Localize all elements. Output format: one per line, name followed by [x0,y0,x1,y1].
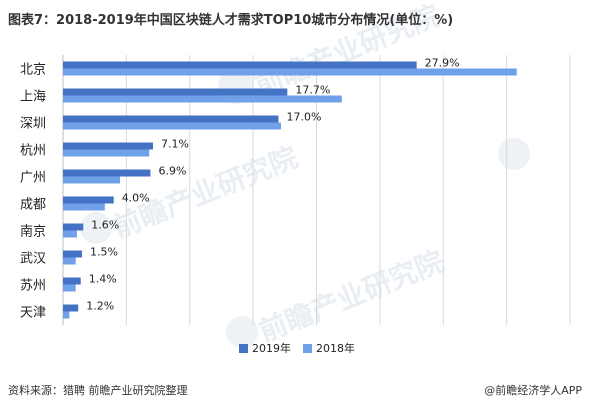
legend-swatch [303,344,312,353]
brand-label: @前瞻经济学人APP [484,383,582,397]
category-label: 武汉 [20,252,46,267]
category-label: 苏州 [20,278,46,294]
bar-series-2018 [63,284,76,292]
data-label: 7.1% [161,138,189,151]
data-label: 17.0% [286,111,321,124]
category-label: 广州 [20,171,46,186]
chart-title: 图表7：2018-2019年中国区块链人才需求TOP10城市分布情况(单位：%) [8,12,453,28]
bar-series-2019 [63,277,81,285]
bar-series-2019 [63,169,151,177]
legend-label: 2018年 [316,341,355,355]
bar-series-2018 [63,230,77,238]
category-label: 杭州 [20,144,46,159]
category-label: 天津 [20,306,46,321]
category-label: 上海 [20,90,46,105]
category-label: 深圳 [20,117,46,132]
data-label: 6.9% [158,165,186,178]
bar-series-2019 [63,304,79,312]
grid-layer [125,55,571,325]
legend-swatch [239,344,248,353]
category-label: 成都 [20,198,46,213]
watermark-logo-icon [226,316,258,348]
watermark-logo-icon [498,138,530,170]
bar-series-2018 [63,95,342,103]
data-label: 1.4% [89,273,117,286]
data-label: 4.0% [122,192,150,205]
bar-series-2019 [63,223,84,231]
data-labels: 27.9% 17.7% 17.0% 7.1% 6.9% 4.0% 1.6% 1.5% 1.4% 1… [86,57,459,313]
category-label: 南京 [20,224,46,240]
source-note: 资料来源：猎聘 前瞻产业研究院整理 [8,383,188,397]
bar-series-2018 [63,203,105,211]
category-label: 北京 [20,63,46,78]
bar-series-2018 [63,176,121,184]
bar-series-2019 [63,88,288,96]
bar-series-2019 [63,115,279,123]
bar-series-2019 [63,250,83,258]
bars-layer [63,61,517,319]
bar-series-2019 [63,142,153,150]
data-label: 27.9% [425,57,460,70]
watermark-logo-icon [80,212,112,244]
watermark-text: 前瞻产业研究院 [254,244,448,348]
data-label: 1.2% [86,300,114,313]
bar-series-2018 [63,311,70,319]
legend: 2019年 2018年 [239,341,355,355]
data-label: 1.5% [90,246,118,259]
bar-series-2018 [63,149,150,157]
bar-series-2018 [63,68,517,76]
bar-series-2018 [63,122,282,130]
legend-label: 2019年 [252,341,291,355]
bar-series-2019 [63,196,114,204]
data-label: 17.7% [295,84,330,97]
bar-series-2018 [63,257,76,265]
bar-series-2019 [63,61,417,69]
data-label: 1.6% [91,219,119,232]
